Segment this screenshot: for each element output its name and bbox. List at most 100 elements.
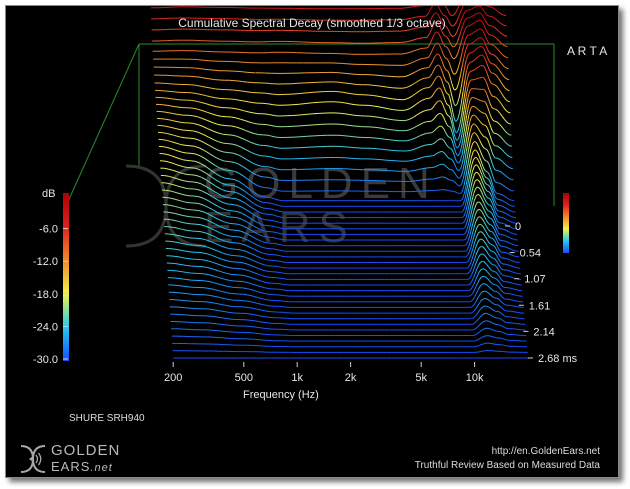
decay-segment xyxy=(484,51,488,56)
decay-segment xyxy=(220,303,226,306)
decay-segment xyxy=(492,83,495,86)
decay-segment xyxy=(215,236,221,240)
decay-segment xyxy=(498,78,502,83)
decay-segment xyxy=(446,46,449,49)
decay-segment xyxy=(494,235,497,240)
decay-segment xyxy=(446,58,449,62)
decay-segment xyxy=(218,141,224,144)
decay-segment xyxy=(467,201,471,210)
decay-segment xyxy=(426,56,429,59)
decay-segment xyxy=(374,137,380,139)
decay-segment xyxy=(414,147,419,150)
decay-segment xyxy=(439,19,442,23)
decay-segment xyxy=(206,246,212,249)
decay-segment xyxy=(446,8,449,11)
decay-segment xyxy=(434,54,437,57)
decay-segment xyxy=(450,43,452,46)
decay-segment xyxy=(189,145,195,147)
decay-segment xyxy=(484,283,487,286)
decay-segment xyxy=(462,126,466,138)
decay-segment xyxy=(438,54,441,57)
decay-segment xyxy=(200,94,207,97)
decay-segment xyxy=(174,205,179,208)
decay-segment xyxy=(185,194,190,197)
decay-segment xyxy=(216,256,222,260)
decay-segment xyxy=(266,304,272,307)
decay-segment xyxy=(429,7,432,11)
decay-segment xyxy=(480,204,484,208)
decay-segment xyxy=(275,168,278,170)
decay-segment xyxy=(460,198,463,202)
decay-segment xyxy=(455,103,458,107)
decay-segment xyxy=(236,211,242,214)
decay-segment xyxy=(215,179,221,184)
decay-segment xyxy=(160,111,165,113)
decay-segment xyxy=(467,123,470,133)
decay-segment xyxy=(179,285,184,287)
decay-segment xyxy=(438,64,440,67)
decay-segment xyxy=(496,244,499,249)
decay-segment xyxy=(270,202,274,205)
decay-segment xyxy=(161,132,166,134)
decay-segment xyxy=(465,97,469,108)
decay-segment xyxy=(457,14,461,20)
decay-segment xyxy=(216,316,222,319)
decay-segment xyxy=(243,300,249,302)
decay-segment xyxy=(475,78,478,80)
decay-segment xyxy=(194,145,200,149)
decay-segment xyxy=(436,126,439,129)
decay-segment xyxy=(480,37,483,39)
decay-segment xyxy=(195,223,201,226)
decay-segment xyxy=(201,102,207,105)
decay-segment xyxy=(167,97,172,100)
decay-segment xyxy=(263,269,269,272)
decay-segment xyxy=(456,168,459,171)
decay-segment xyxy=(161,125,166,127)
decay-segment xyxy=(481,14,484,18)
decay-segment xyxy=(469,134,473,141)
decay-segment xyxy=(488,235,491,239)
decay-segment xyxy=(478,201,480,203)
decay-segment xyxy=(500,267,503,270)
decay-segment xyxy=(442,41,445,45)
decay-segment xyxy=(479,283,483,287)
decay-segment xyxy=(430,26,433,31)
decay-segment xyxy=(235,191,241,195)
decay-segment xyxy=(215,88,221,90)
decay-segment xyxy=(246,281,252,285)
decay-segment xyxy=(481,275,484,278)
decay-segment xyxy=(389,139,395,141)
decay-segment xyxy=(178,270,183,273)
decay-segment xyxy=(448,168,451,170)
decay-segment xyxy=(199,155,206,160)
decay-segment xyxy=(499,255,502,258)
decay-segment xyxy=(449,116,452,120)
decay-segment xyxy=(501,63,505,67)
decay-segment xyxy=(206,253,212,256)
decay-segment xyxy=(506,208,510,211)
decay-segment xyxy=(406,108,410,111)
decay-segment xyxy=(411,16,416,19)
decay-segment xyxy=(500,312,503,315)
decay-segment xyxy=(442,105,445,109)
decay-segment xyxy=(220,175,226,179)
decay-segment xyxy=(174,213,180,215)
decay-segment xyxy=(467,277,470,280)
decay-segment xyxy=(427,76,430,79)
decay-segment xyxy=(236,126,241,129)
decay-segment xyxy=(247,294,253,297)
decay-segment xyxy=(499,113,503,117)
decay-segment xyxy=(403,52,408,55)
decay-segment xyxy=(245,269,251,272)
decay-segment xyxy=(427,66,429,69)
decay-segment xyxy=(445,102,448,105)
decay-segment xyxy=(240,137,246,141)
decay-segment xyxy=(494,264,497,267)
decay-segment xyxy=(499,265,502,269)
decay-segment xyxy=(493,63,497,67)
decay-segment xyxy=(494,229,497,233)
decay-segment xyxy=(276,199,280,201)
decay-segment xyxy=(470,178,474,187)
decay-segment xyxy=(479,223,482,226)
decay-segment xyxy=(448,157,450,160)
